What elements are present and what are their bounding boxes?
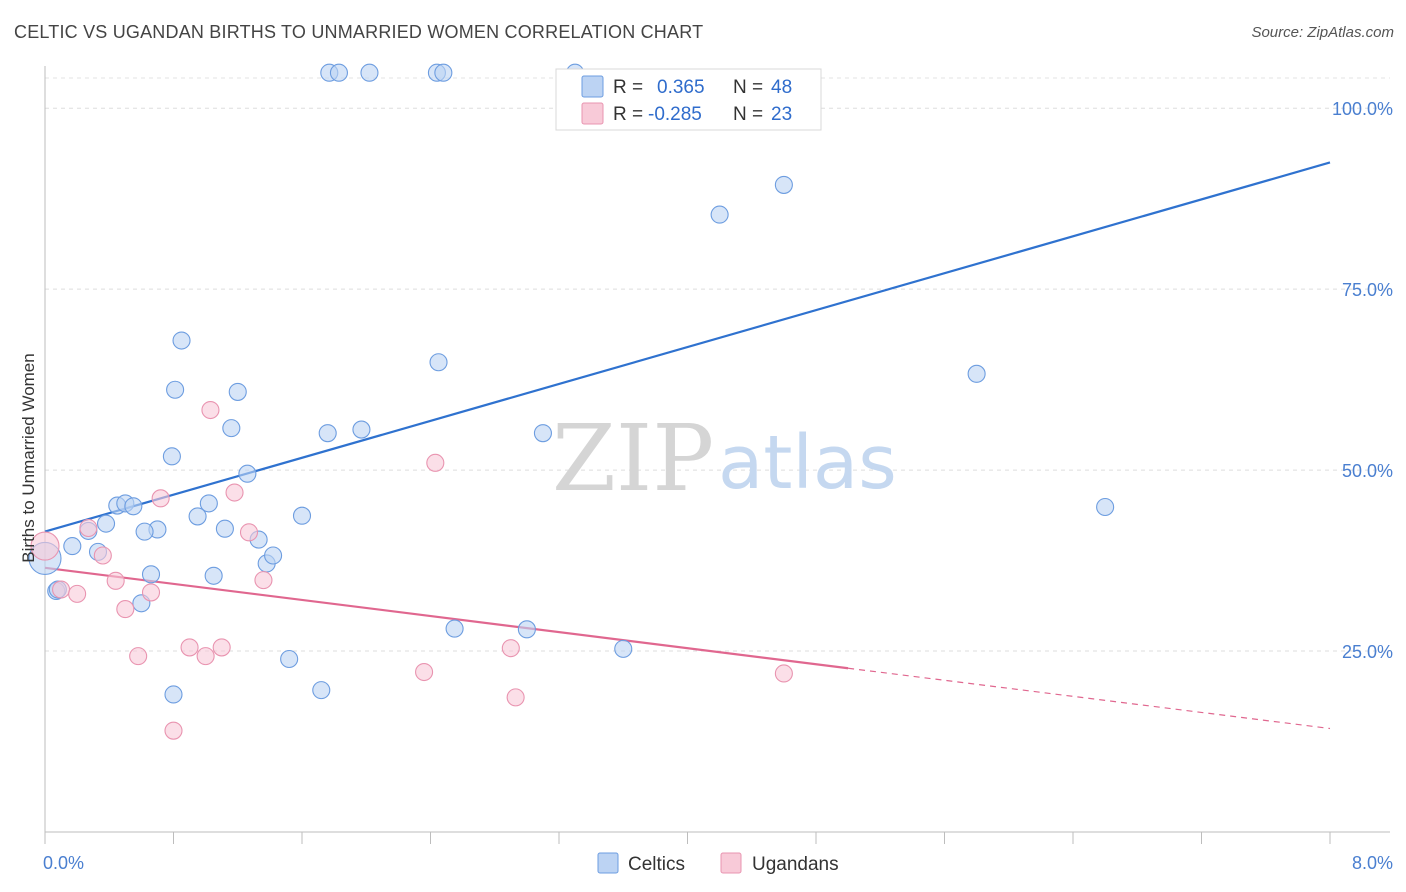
celtic-point-39 xyxy=(967,364,986,383)
celtic-point-40 xyxy=(1096,497,1115,517)
legend-n-label-0: N = xyxy=(733,77,763,98)
celtic-point-28 xyxy=(292,506,312,525)
x-tick-labels: 0.0% 8.0% xyxy=(43,853,1393,873)
ugandans-trend-line-extrapolated xyxy=(848,667,1331,730)
ugandan-point-11 xyxy=(180,638,199,657)
ugandan-point-14 xyxy=(212,638,231,657)
x-tick-label-max: 8.0% xyxy=(1352,853,1393,873)
ugandan-point-18 xyxy=(415,662,434,682)
ugandan-point-13 xyxy=(201,400,220,420)
celtic-point-18 xyxy=(199,494,218,513)
legend-n-label-1: N = xyxy=(733,104,763,125)
ugandan-point-16 xyxy=(239,523,259,542)
ugandan-point-5 xyxy=(106,571,125,590)
legend-r-label-1: R = xyxy=(613,104,643,125)
celtic-point-32 xyxy=(429,353,448,372)
watermark-zip: ZIP xyxy=(552,405,714,512)
ugandan-point-12 xyxy=(196,647,215,666)
ugandan-point-6 xyxy=(116,600,135,619)
celtic-point-10 xyxy=(141,565,161,584)
legend-swatch-celtics xyxy=(581,75,604,98)
trend-lines xyxy=(44,161,1331,730)
ugandan-point-22 xyxy=(774,664,793,683)
celtic-point-15 xyxy=(166,380,185,399)
source-label: Source: ZipAtlas.com xyxy=(1251,24,1394,41)
celtic-point-38 xyxy=(774,175,793,194)
ugandan-point-7 xyxy=(129,647,148,666)
series-legend-celtics: Celtics xyxy=(628,854,685,875)
y-tick-labels: 25.0% 50.0% 75.0% 100.0% xyxy=(1332,99,1393,662)
celtic-point-23 xyxy=(238,464,257,483)
y-tick-label-3: 100.0% xyxy=(1332,99,1393,119)
y-axis-label: Births to Unmarried Women xyxy=(19,353,38,562)
series-legend-swatch-ugandans xyxy=(720,852,742,874)
celtic-point-6 xyxy=(96,514,116,533)
celtic-point-16 xyxy=(172,331,191,350)
celtic-point-31 xyxy=(352,420,371,439)
y-tick-label-1: 50.0% xyxy=(1342,461,1393,481)
celtic-point-26 xyxy=(264,546,283,565)
chart-title: CELTIC VS UGANDAN BIRTHS TO UNMARRIED WO… xyxy=(14,22,704,42)
celtic-point-14 xyxy=(164,685,183,704)
celtic-point-22 xyxy=(228,382,247,401)
gridlines xyxy=(45,77,1390,652)
celtic-point-3 xyxy=(63,537,82,556)
celtic-point-43 xyxy=(360,63,379,82)
celtic-point-21 xyxy=(222,419,241,438)
ugandan-point-17 xyxy=(254,571,273,590)
y-tick-label-0: 25.0% xyxy=(1342,642,1393,662)
ugandan-point-20 xyxy=(501,639,520,658)
ugandan-point-8 xyxy=(141,583,161,602)
watermark-atlas: atlas xyxy=(718,420,897,506)
data-points xyxy=(28,63,1115,740)
y-tick-label-2: 75.0% xyxy=(1342,280,1393,300)
celtic-point-37 xyxy=(710,205,729,224)
axes xyxy=(44,66,1390,844)
celtic-point-42 xyxy=(329,63,348,82)
celtics-trend-line xyxy=(44,161,1331,533)
ugandan-point-19 xyxy=(426,453,445,472)
x-tick-label-min: 0.0% xyxy=(43,853,84,873)
celtic-point-36 xyxy=(614,639,633,658)
celtic-point-30 xyxy=(318,424,337,443)
ugandan-point-0 xyxy=(30,531,60,561)
celtic-point-29 xyxy=(312,681,331,700)
ugandan-point-1 xyxy=(52,580,71,599)
legend-swatch-ugandans xyxy=(581,102,604,125)
legend-r-value-0: 0.365 xyxy=(657,77,705,98)
celtic-point-20 xyxy=(215,519,234,538)
celtic-point-27 xyxy=(280,649,299,669)
celtic-point-35 xyxy=(533,424,552,443)
celtic-point-34 xyxy=(517,620,536,639)
series-legend: Celtics Ugandans xyxy=(597,852,839,875)
ugandan-point-21 xyxy=(506,688,525,707)
stats-legend: R = 0.365 N = 48 R = -0.285 N = 23 xyxy=(555,68,822,131)
ugandan-point-15 xyxy=(225,483,244,502)
legend-n-value-1: 23 xyxy=(771,104,792,125)
ugandan-point-9 xyxy=(151,489,170,508)
series-legend-swatch-celtics xyxy=(597,852,619,874)
ugandan-point-3 xyxy=(79,518,98,538)
celtic-point-19 xyxy=(204,566,223,585)
celtic-point-45 xyxy=(434,63,453,82)
celtic-point-9 xyxy=(124,497,143,516)
celtic-point-33 xyxy=(445,619,464,638)
legend-r-value-1: -0.285 xyxy=(648,104,702,125)
watermark: ZIP atlas xyxy=(552,405,897,512)
celtic-point-13 xyxy=(162,447,181,466)
celtic-point-17 xyxy=(188,507,207,526)
legend-n-value-0: 48 xyxy=(771,77,792,98)
celtic-point-47 xyxy=(135,522,154,541)
ugandan-point-10 xyxy=(164,721,183,740)
series-legend-ugandans: Ugandans xyxy=(752,854,839,875)
ugandan-point-4 xyxy=(93,546,112,565)
ugandan-point-2 xyxy=(68,584,87,603)
legend-r-label-0: R = xyxy=(613,77,643,98)
ugandans-trend-line xyxy=(44,566,849,670)
